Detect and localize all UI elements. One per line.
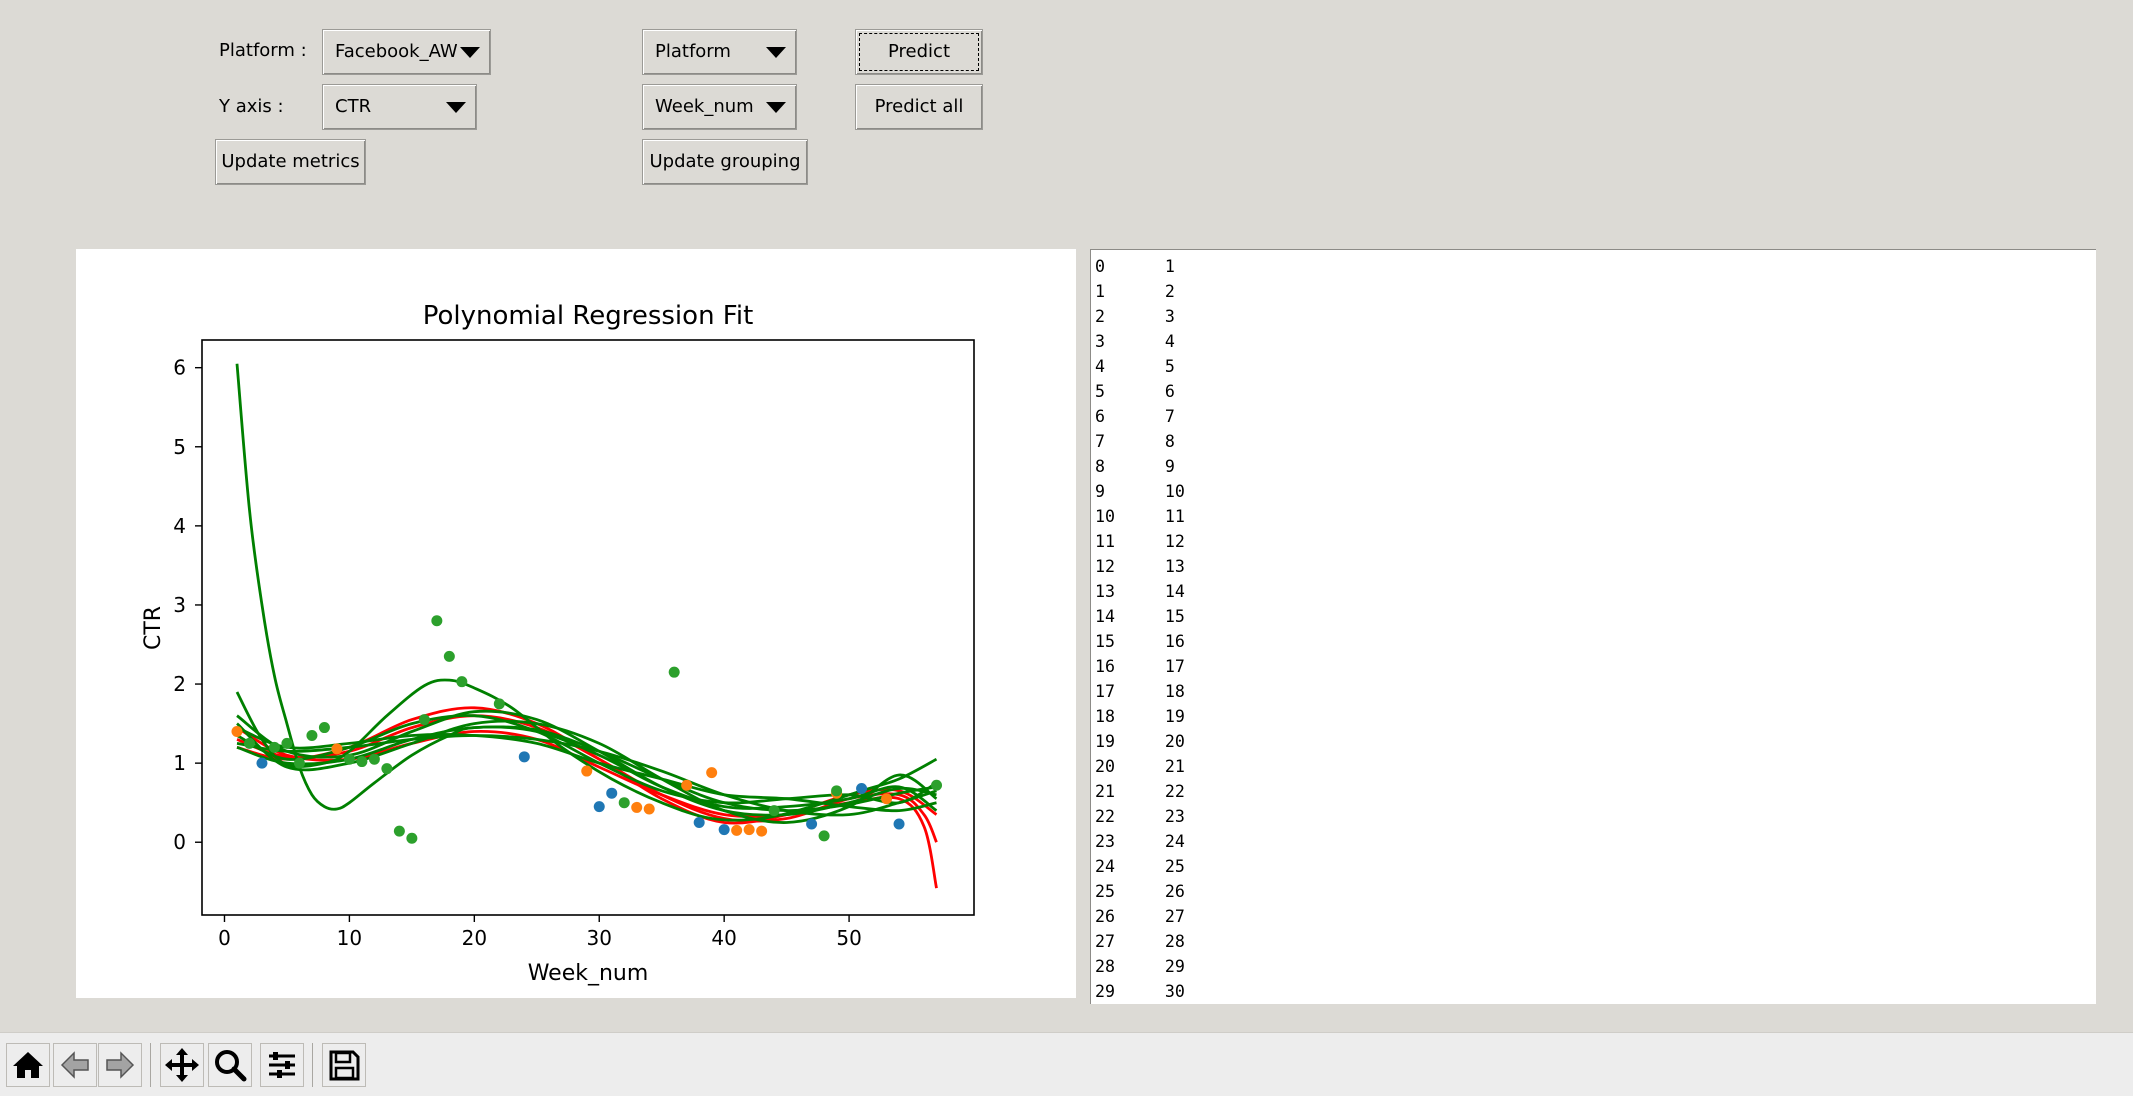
data-point	[331, 743, 343, 755]
data-point	[606, 787, 618, 799]
data-point	[418, 714, 430, 726]
x-tick-label: 40	[711, 926, 736, 950]
y-axis-title: CTR	[141, 606, 166, 650]
data-point	[493, 698, 505, 710]
data-point	[718, 824, 730, 836]
fit-curve	[236, 714, 938, 843]
y-tick-label: 3	[173, 593, 186, 617]
data-point	[693, 816, 705, 828]
x-tick-label: 10	[337, 926, 362, 950]
data-point	[706, 767, 718, 779]
output-text-lines: 0 1 1 2 2 3 3 4 4 5 5 6 6 7 7 8 8 9 9 10…	[1095, 257, 1185, 1001]
data-point	[593, 801, 605, 813]
y-tick-label: 4	[173, 514, 186, 538]
data-point	[293, 757, 305, 769]
group-by-dropdown[interactable]: Platform	[642, 29, 797, 75]
data-point	[831, 785, 843, 797]
data-point	[893, 818, 905, 830]
y-tick-label: 2	[173, 672, 186, 696]
y-axis-dropdown[interactable]: CTR	[322, 84, 477, 130]
data-point	[443, 650, 455, 662]
platform-dropdown-value: Facebook_AW	[335, 41, 458, 62]
output-text-area[interactable]: 0 1 1 2 2 3 3 4 4 5 5 6 6 7 7 8 8 9 9 10…	[1090, 249, 2096, 1004]
pan-move-icon[interactable]	[160, 1043, 204, 1087]
platform-label: Platform :	[219, 40, 307, 61]
y-axis-label: Y axis :	[219, 96, 284, 117]
data-point	[231, 726, 243, 738]
plot-canvas[interactable]: Polynomial Regression Fit Week_num CTR 0…	[76, 249, 1076, 998]
zoom-magnifier-icon[interactable]	[208, 1043, 252, 1087]
x-axis-label: Week_num	[528, 961, 649, 986]
data-point	[818, 830, 830, 842]
data-point	[631, 801, 643, 813]
data-point	[581, 765, 593, 777]
data-point	[856, 782, 868, 794]
x-tick-label: 20	[462, 926, 487, 950]
y-tick-label: 6	[173, 356, 186, 380]
x-tick-label: 50	[836, 926, 861, 950]
data-point	[768, 805, 780, 817]
x-tick-label: 0	[218, 926, 231, 950]
data-point	[381, 763, 393, 775]
chevron-down-icon	[446, 102, 466, 113]
data-point	[643, 803, 655, 815]
x-tick-label: 30	[587, 926, 612, 950]
y-tick-label: 1	[173, 751, 186, 775]
chevron-down-icon	[766, 102, 786, 113]
fit-curve	[236, 714, 938, 805]
x-axis-dropdown-value: Week_num	[655, 96, 754, 117]
data-point	[256, 757, 268, 769]
plot-frame	[201, 339, 975, 916]
data-point	[243, 737, 255, 749]
y-tick-label: 0	[173, 830, 186, 854]
data-point	[881, 793, 893, 805]
data-point	[456, 676, 468, 688]
data-point	[431, 615, 443, 627]
x-axis-dropdown[interactable]: Week_num	[642, 84, 797, 130]
data-point	[731, 824, 743, 836]
data-point	[343, 753, 355, 765]
y-tick-label: 5	[173, 435, 186, 459]
y-axis-dropdown-value: CTR	[335, 96, 372, 117]
navigation-toolbar	[0, 1032, 2133, 1096]
data-point	[406, 832, 418, 844]
toolbar-separator	[150, 1043, 151, 1087]
forward-arrow-icon[interactable]	[98, 1043, 142, 1087]
data-point	[743, 824, 755, 836]
data-point	[618, 797, 630, 809]
chevron-down-icon	[766, 47, 786, 58]
predict-button[interactable]: Predict	[855, 29, 983, 75]
back-arrow-icon[interactable]	[53, 1043, 97, 1087]
toolbar-separator	[312, 1043, 313, 1087]
home-icon[interactable]	[6, 1043, 50, 1087]
data-point	[281, 737, 293, 749]
data-point	[368, 753, 380, 765]
fit-curve	[235, 363, 937, 813]
data-point	[318, 722, 330, 734]
data-point	[306, 729, 318, 741]
group-by-dropdown-value: Platform	[655, 41, 731, 62]
data-point	[756, 825, 768, 837]
update-metrics-button[interactable]: Update metrics	[215, 139, 366, 185]
data-point	[681, 779, 693, 791]
data-point	[356, 756, 368, 768]
chart-title: Polynomial Regression Fit	[423, 301, 754, 331]
save-floppy-icon[interactable]	[322, 1043, 366, 1087]
regression-chart: Polynomial Regression Fit Week_num CTR 0…	[141, 301, 975, 986]
update-grouping-button[interactable]: Update grouping	[642, 139, 808, 185]
predict-all-button[interactable]: Predict all	[855, 84, 983, 130]
data-point	[668, 666, 680, 678]
data-point	[393, 825, 405, 837]
platform-dropdown[interactable]: Facebook_AW	[322, 29, 491, 75]
data-point	[518, 751, 530, 763]
data-point	[806, 818, 818, 830]
configure-subplots-icon[interactable]	[260, 1043, 304, 1087]
data-point	[931, 779, 943, 791]
data-point	[268, 741, 280, 753]
chevron-down-icon	[460, 47, 480, 58]
